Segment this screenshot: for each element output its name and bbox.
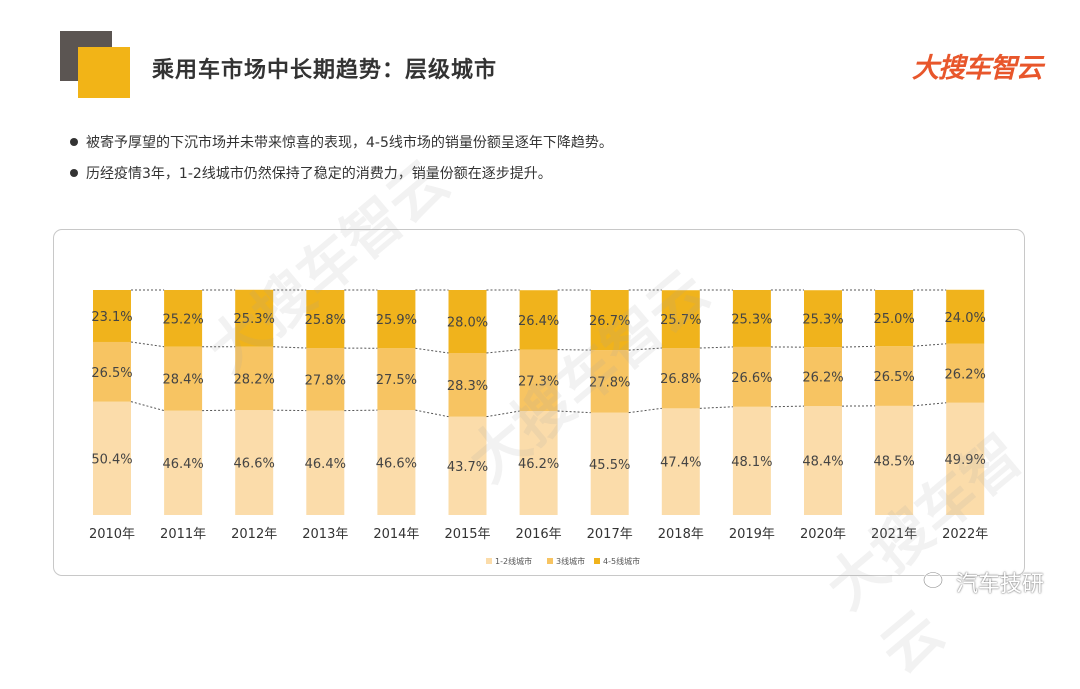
data-label: 25.3% [802, 313, 843, 328]
x-tick-label: 2020年 [800, 527, 846, 542]
data-label: 46.2% [518, 457, 559, 472]
data-label: 26.5% [873, 370, 914, 385]
connector-line [842, 346, 875, 347]
connector-line [629, 348, 662, 350]
data-label: 24.0% [945, 311, 986, 326]
data-label: 27.8% [589, 375, 630, 390]
x-tick-label: 2010年 [89, 527, 135, 542]
data-label: 27.8% [305, 373, 346, 388]
data-label: 46.6% [376, 457, 417, 472]
connector-line [913, 403, 946, 406]
data-label: 50.4% [91, 452, 132, 467]
data-label: 27.5% [376, 373, 417, 388]
x-tick-label: 2014年 [373, 527, 419, 542]
data-label: 28.2% [234, 372, 275, 387]
connector-line [415, 348, 448, 353]
data-label: 26.2% [802, 371, 843, 386]
data-label: 25.0% [873, 312, 914, 327]
x-tick-label: 2016年 [516, 527, 562, 542]
data-label: 28.4% [162, 373, 203, 388]
data-label: 27.3% [518, 374, 559, 389]
data-label: 43.7% [447, 460, 488, 475]
data-label: 26.8% [660, 372, 701, 387]
data-label: 26.2% [945, 367, 986, 382]
connector-line [700, 407, 733, 409]
x-tick-label: 2011年 [160, 527, 206, 542]
data-label: 48.5% [873, 454, 914, 469]
data-label: 26.7% [589, 314, 630, 329]
connector-line [487, 350, 520, 353]
connector-line [131, 402, 164, 411]
data-label: 26.6% [731, 371, 772, 386]
data-label: 49.9% [945, 453, 986, 468]
data-label: 28.3% [447, 379, 488, 394]
account-name: 汽车技研 [956, 566, 1044, 598]
data-label: 25.3% [234, 312, 275, 327]
x-tick-label: 2019年 [729, 527, 775, 542]
data-label: 25.8% [305, 313, 346, 328]
legend-label: 1-2线城市 [495, 556, 532, 566]
wechat-icon [922, 571, 950, 593]
x-tick-label: 2018年 [658, 527, 704, 542]
data-label: 47.4% [660, 456, 701, 471]
data-label: 26.4% [518, 314, 559, 329]
legend-label: 3线城市 [556, 556, 585, 566]
data-label: 48.4% [802, 455, 843, 470]
connector-line [558, 411, 591, 413]
data-label: 46.6% [234, 457, 275, 472]
x-tick-label: 2017年 [587, 527, 633, 542]
legend-label: 4-5线城市 [603, 556, 640, 566]
legend-swatch [547, 558, 553, 564]
connector-line [415, 410, 448, 417]
data-label: 46.4% [305, 457, 346, 472]
connector-line [700, 347, 733, 348]
x-tick-label: 2022年 [942, 527, 988, 542]
stacked-bar-chart: 50.4% 26.5% 23.1% 2010年 46.4% 28.4% 25.2% 2011年… [0, 0, 1080, 622]
data-label: 26.5% [91, 366, 132, 381]
connector-line [629, 408, 662, 412]
connector-line [131, 342, 164, 347]
x-tick-label: 2013年 [302, 527, 348, 542]
connector-line [273, 347, 306, 348]
data-label: 48.1% [731, 455, 772, 470]
connector-line [771, 406, 804, 407]
x-tick-label: 2021年 [871, 527, 917, 542]
connector-line [913, 344, 946, 346]
data-label: 46.4% [162, 457, 203, 472]
x-tick-label: 2015年 [444, 527, 490, 542]
data-label: 25.2% [162, 312, 203, 327]
legend-swatch [594, 558, 600, 564]
data-label: 25.7% [660, 313, 701, 328]
data-label: 45.5% [589, 458, 630, 473]
legend-swatch [486, 558, 492, 564]
data-label: 25.3% [731, 312, 772, 327]
x-tick-label: 2012年 [231, 527, 277, 542]
wechat-account-tag: 汽车技研 [922, 566, 1044, 598]
connector-line [487, 411, 520, 417]
data-label: 28.0% [447, 316, 488, 331]
data-label: 23.1% [91, 310, 132, 325]
data-label: 25.9% [376, 313, 417, 328]
